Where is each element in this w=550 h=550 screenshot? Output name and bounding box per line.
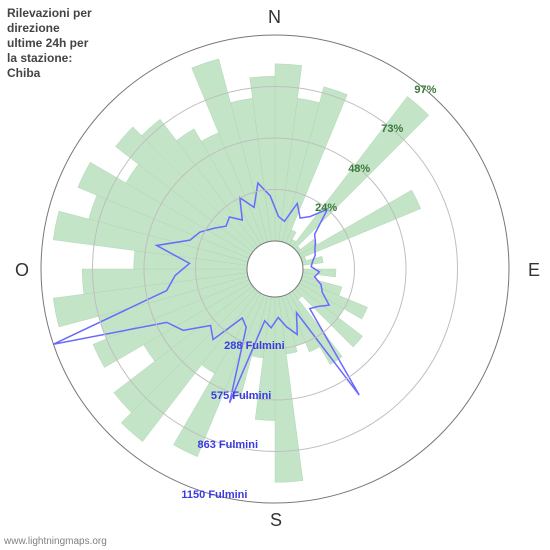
cardinal-n: N (268, 7, 281, 28)
ring-label: 97% (414, 84, 436, 96)
fulmini-label: 575 Fulmini (211, 390, 272, 402)
polar-rose-chart: Rilevazioni per direzione ultime 24h per… (0, 0, 550, 550)
ring-label: 24% (315, 202, 337, 214)
ring-label: 48% (348, 163, 370, 175)
footer-credit: www.lightningmaps.org (4, 536, 107, 547)
cardinal-e: E (528, 260, 540, 281)
chart-title: Rilevazioni per direzione ultime 24h per… (7, 6, 117, 81)
ring-label: 73% (381, 123, 403, 135)
fulmini-label: 1150 Fulmini (181, 489, 247, 501)
chart-svg (0, 0, 550, 550)
fulmini-label: 863 Fulmini (197, 439, 258, 451)
fulmini-label: 288 Fulmini (224, 340, 285, 352)
cardinal-o: O (15, 260, 29, 281)
cardinal-s: S (270, 510, 282, 531)
